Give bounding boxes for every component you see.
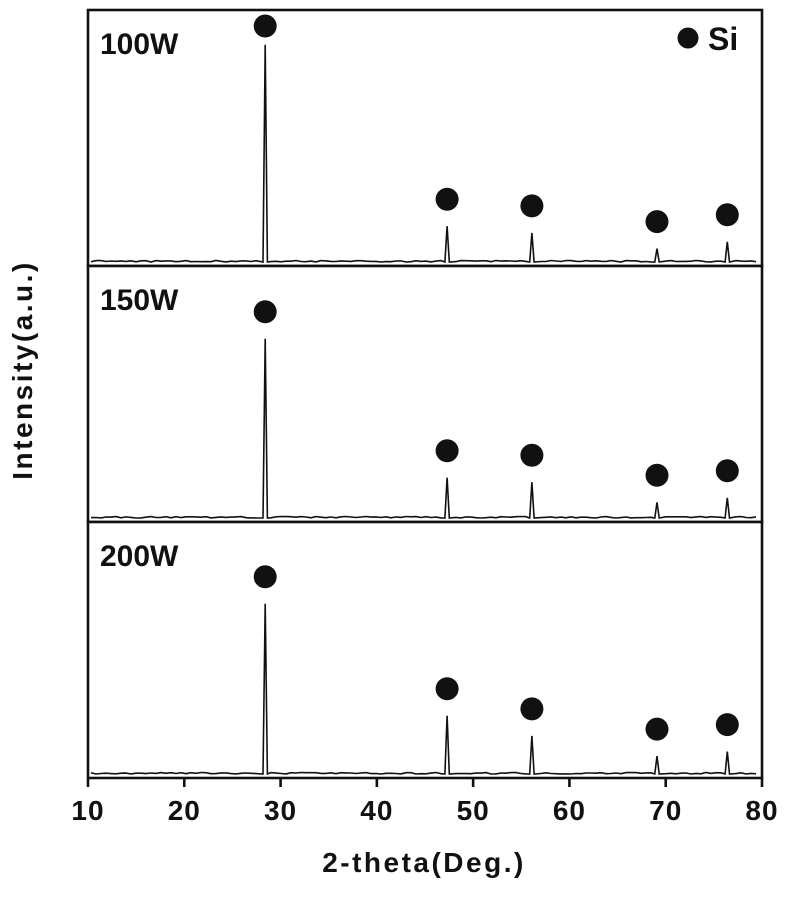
- peak-marker-icon: [645, 717, 669, 741]
- peak-marker-icon: [645, 463, 669, 487]
- peak-marker-icon: [435, 439, 459, 463]
- x-tick-label: 10: [71, 795, 104, 826]
- peak-marker-icon: [520, 194, 544, 218]
- x-axis-ticks-group: 10 20 30 40 50 60 70 80: [71, 778, 778, 826]
- peak-marker-icon: [520, 443, 544, 467]
- peak-marker-icon: [715, 203, 739, 227]
- x-tick-label: 70: [649, 795, 682, 826]
- x-tick-label: 50: [457, 795, 490, 826]
- x-axis-label: 2-theta(Deg.): [322, 847, 526, 878]
- x-tick-label: 40: [360, 795, 393, 826]
- legend-label: Si: [708, 21, 738, 57]
- x-tick-label: 80: [745, 795, 778, 826]
- peak-marker-icon: [645, 210, 669, 234]
- panel-label: 150W: [100, 284, 179, 317]
- legend: Si: [677, 21, 738, 57]
- peak-marker-icon: [253, 300, 277, 324]
- spectrum-line: [90, 338, 757, 520]
- peak-marker-icon: [715, 713, 739, 737]
- peak-marker-icon: [715, 459, 739, 483]
- peak-marker-icon: [253, 565, 277, 589]
- peak-marker-icon: [435, 677, 459, 701]
- x-tick-label: 60: [553, 795, 586, 826]
- legend-marker-icon: [677, 27, 699, 49]
- x-tick-label: 30: [264, 795, 297, 826]
- spectrum-line: [90, 603, 757, 776]
- panel-label: 200W: [100, 540, 179, 573]
- peak-marker-icon: [253, 14, 277, 38]
- y-axis-label: Intensity(a.u.): [7, 260, 38, 480]
- panel-label: 100W: [100, 28, 179, 61]
- peak-marker-icon: [435, 187, 459, 211]
- panels-group: 100W 150W 200W: [86, 8, 764, 780]
- peak-marker-icon: [520, 697, 544, 721]
- spectrum-line: [90, 44, 757, 264]
- x-tick-label: 20: [168, 795, 201, 826]
